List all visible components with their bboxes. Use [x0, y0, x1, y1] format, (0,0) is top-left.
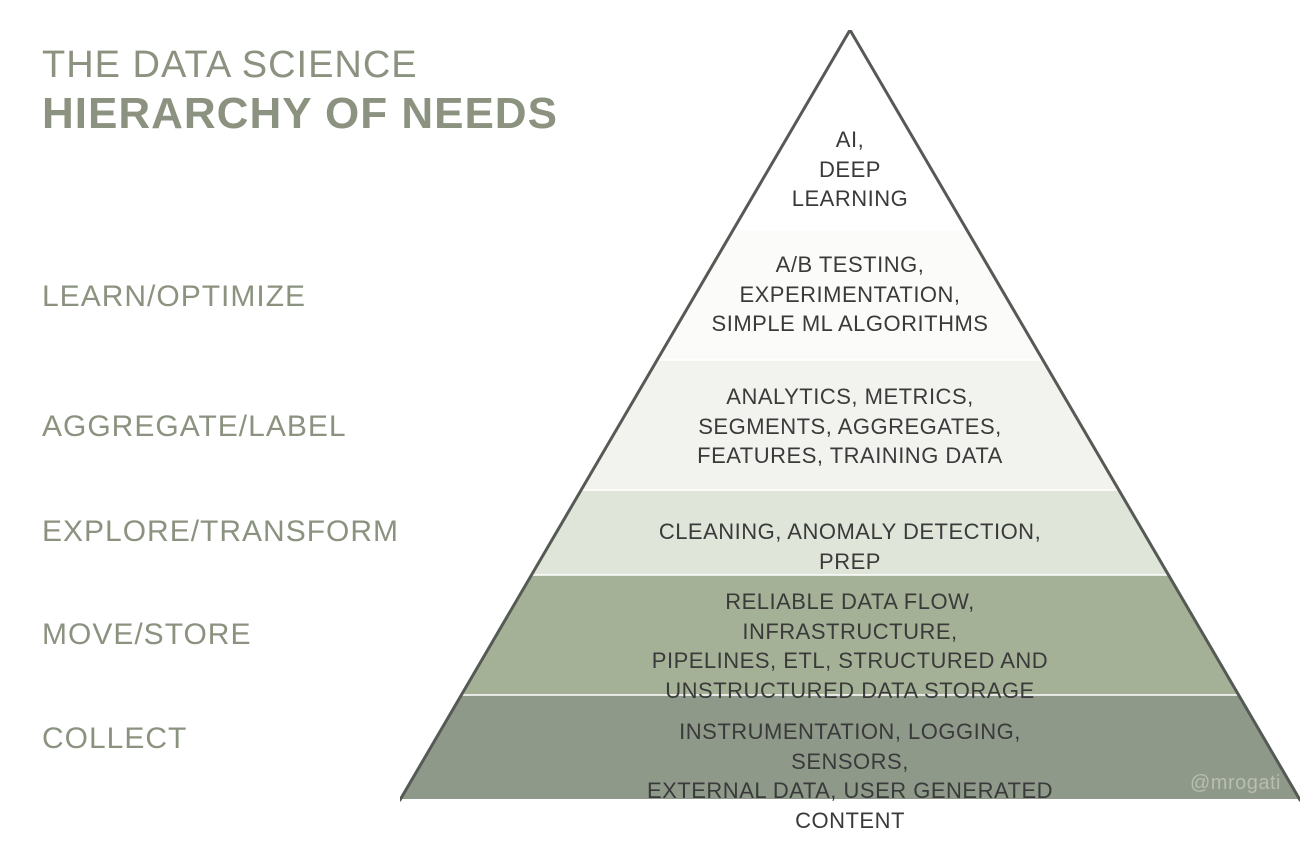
pyramid-level-text-collect: INSTRUMENTATION, LOGGING, SENSORS, EXTER… — [625, 717, 1075, 836]
pyramid-level-text-move-store: RELIABLE DATA FLOW, INFRASTRUCTURE, PIPE… — [625, 587, 1075, 706]
pyramid-level-text-aggregate-label: ANALYTICS, METRICS, SEGMENTS, AGGREGATES… — [697, 382, 1003, 471]
side-label-move-store: MOVE/STORE — [42, 618, 251, 652]
side-label-collect: COLLECT — [42, 722, 187, 756]
pyramid-level-text-learn-optimize: A/B TESTING, EXPERIMENTATION, SIMPLE ML … — [712, 250, 989, 339]
side-label-explore-transform: EXPLORE/TRANSFORM — [42, 515, 399, 549]
side-label-aggregate-label: AGGREGATE/LABEL — [42, 410, 347, 444]
pyramid: AI, DEEP LEARNING A/B TESTING, EXPERIMENT… — [400, 30, 1300, 810]
infographic-container: THE DATA SCIENCE HIERARCHY OF NEEDS LEAR… — [0, 0, 1315, 843]
pyramid-level-text-ai: AI, DEEP LEARNING — [792, 125, 908, 214]
side-label-learn-optimize: LEARN/OPTIMIZE — [42, 280, 306, 314]
attribution: @mrogati — [1190, 772, 1281, 795]
pyramid-level-text-explore-transform: CLEANING, ANOMALY DETECTION, PREP — [625, 517, 1075, 576]
